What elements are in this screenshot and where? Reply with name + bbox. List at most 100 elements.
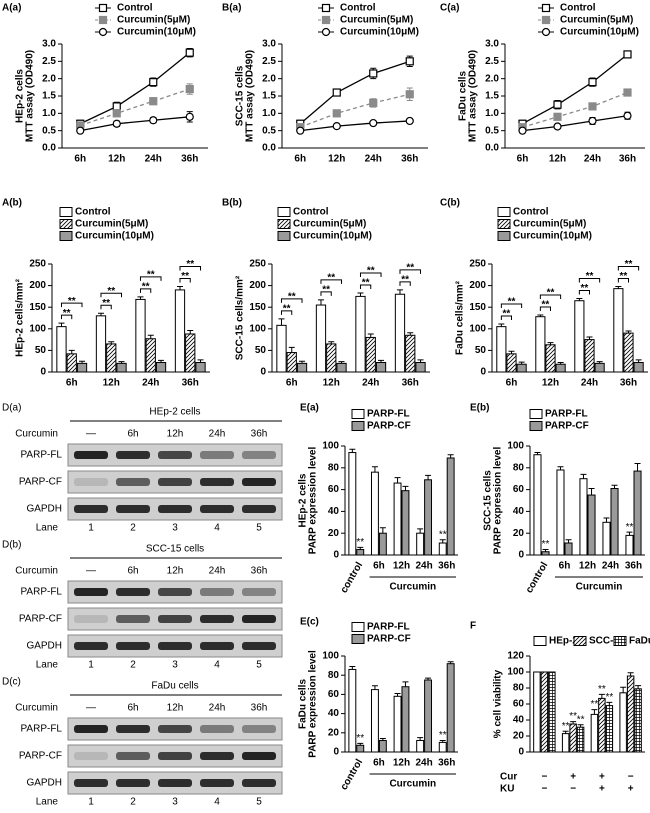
marker — [332, 109, 341, 118]
bracket — [617, 265, 640, 271]
bar — [576, 726, 585, 753]
blot-band — [158, 615, 192, 623]
significance: ** — [581, 283, 589, 294]
bar — [116, 362, 127, 373]
significance: ** — [322, 284, 330, 295]
bracket — [179, 265, 202, 271]
lane-number: 3 — [172, 797, 178, 808]
blot-band — [74, 615, 108, 623]
bar — [393, 695, 402, 753]
marker — [76, 126, 85, 135]
bar — [401, 490, 410, 556]
significance: ** — [186, 259, 194, 270]
significance: ** — [626, 522, 634, 533]
y-tick-label: 1.5 — [42, 91, 56, 102]
y-tick-label: 0.5 — [485, 125, 499, 136]
blot-band — [116, 642, 150, 650]
marker — [332, 122, 341, 131]
series-line — [300, 93, 410, 128]
group-label: Curcumin — [389, 779, 436, 790]
blot-band — [242, 642, 276, 650]
error-bar — [635, 685, 642, 689]
significance: ** — [439, 529, 447, 540]
bar — [584, 339, 595, 373]
error-bar — [626, 531, 633, 536]
x-tick-label: control — [524, 560, 551, 595]
bracket — [359, 272, 382, 277]
row-label: GAPDH — [26, 641, 62, 652]
error-bar — [615, 285, 622, 289]
error-bar — [402, 681, 409, 687]
y-tick-label: 2.0 — [42, 73, 56, 84]
legend-label: Curcumin(5μM) — [513, 219, 586, 230]
error-bar — [425, 677, 432, 680]
bar — [541, 551, 550, 556]
x-tick-label: 36h — [625, 561, 642, 572]
legend-label: Control — [560, 3, 596, 14]
y-tick-label: 20 — [328, 528, 340, 539]
bar — [286, 352, 297, 373]
panel-label: C(b) — [440, 198, 460, 209]
bar — [569, 723, 577, 753]
error-bar — [379, 738, 386, 741]
y-tick-label: 150 — [469, 302, 486, 313]
error-bar — [367, 333, 374, 338]
bar — [401, 686, 410, 753]
blot-band — [74, 588, 108, 596]
significance: ** — [356, 733, 364, 744]
y-tick-label: 0 — [480, 367, 486, 378]
blot-band — [74, 779, 108, 787]
series-line — [299, 60, 410, 125]
y-axis-label: HEp-2 cells/mm² — [15, 278, 26, 356]
bar — [594, 362, 605, 373]
legend-label: Control — [117, 3, 153, 14]
condition-value: + — [570, 772, 576, 783]
marker — [405, 90, 414, 99]
y-tick-label: 1.0 — [485, 108, 499, 119]
y-tick-label: 3.0 — [485, 39, 499, 50]
bracket — [179, 277, 191, 283]
marker — [553, 122, 562, 131]
marker — [149, 97, 158, 106]
bracket — [60, 302, 83, 308]
x-tick-label: 12h — [328, 154, 345, 165]
legend-swatch — [497, 231, 511, 241]
bracket — [617, 277, 629, 283]
error-bar — [394, 692, 401, 697]
bracket — [280, 310, 293, 315]
y-tick-label: 0.0 — [485, 143, 499, 154]
error-bar — [634, 462, 641, 472]
legend-swatch — [59, 231, 73, 241]
panel-label: E(a) — [300, 403, 319, 414]
bar — [438, 542, 447, 556]
lane-header: — — [86, 703, 96, 714]
x-tick-label: 6h — [517, 154, 529, 165]
x-tick-label: 24h — [415, 758, 432, 769]
y-tick-label: 80 — [513, 683, 525, 694]
blot-band — [116, 779, 150, 787]
y-axis-label: FaDu cells — [458, 71, 469, 121]
legend-label: Curcumin(5μM) — [560, 15, 633, 26]
marker — [332, 88, 341, 97]
bracket — [60, 314, 73, 320]
y-tick-label: 200 — [249, 280, 266, 291]
significance: ** — [508, 297, 516, 308]
error-bar — [439, 739, 446, 743]
bar — [145, 338, 156, 373]
x-tick-label: 36h — [401, 154, 418, 165]
error-bar — [147, 334, 154, 339]
y-tick-label: 100 — [507, 441, 524, 452]
bar — [533, 454, 542, 556]
legend-swatch — [573, 636, 587, 646]
marker — [588, 116, 597, 126]
lane-label: Lane — [36, 797, 59, 808]
x-tick-label: 12h — [549, 154, 566, 165]
bar — [545, 344, 556, 373]
y-tick-label: 0 — [518, 550, 524, 561]
y-tick-label: 1.0 — [262, 108, 276, 119]
blot-title: HEp-2 cells — [149, 407, 200, 418]
panel-label: E(c) — [300, 617, 319, 628]
error-bar — [570, 721, 577, 724]
x-tick-label: 24h — [142, 378, 159, 389]
error-bar — [108, 341, 115, 344]
